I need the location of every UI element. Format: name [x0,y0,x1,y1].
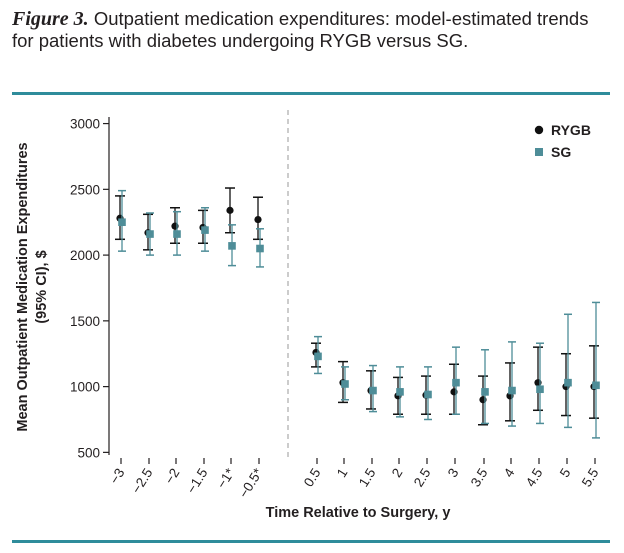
x-tick-label: 0.5 [301,466,324,490]
x-axis-title: Time Relative to Surgery, y [266,505,451,521]
x-tick-label: −2.5 [129,466,156,497]
sg-point [592,381,600,390]
sg-point [146,230,154,238]
sg-point [314,352,322,361]
sg-point [256,244,264,253]
sg-point [396,388,404,396]
sg-point [424,390,432,399]
sg-point [508,386,516,395]
chart-legend: RYGB SG [534,122,591,160]
sg-point [201,226,209,234]
legend-sg-marker [535,148,543,156]
chart-axes [108,110,289,460]
x-tick-label: −0.5* [236,465,266,501]
y-tick-label: 2000 [70,248,100,263]
caption-rule-bottom [12,540,610,543]
sg-point [228,242,236,250]
y-axis-title-ci: (95% CI), $ [34,250,50,323]
chart-series [115,187,600,439]
y-tick-label: 500 [77,445,100,460]
x-tick-label: −1.5 [184,466,211,497]
x-tick-label: 2 [389,466,406,480]
x-tick-label: 2.5 [411,466,434,490]
caption-rule-top [12,92,610,95]
sg-point [481,388,489,396]
y-ticks: 500 1000 1500 2000 2500 3000 [70,117,109,460]
x-tick-label: 1 [334,466,351,480]
y-tick-label: 2500 [70,182,100,197]
legend-rygb-label: RYGB [551,122,591,138]
series-sg [118,189,600,439]
rygb-point [254,215,262,224]
x-tick-label: −2 [162,466,183,487]
x-tick-label: −3 [107,466,128,487]
legend-sg-label: SG [551,144,571,160]
rygb-point [226,206,234,214]
series-rygb [115,187,599,426]
y-tick-label: 1500 [70,314,100,329]
x-tick-label: 3 [445,466,462,480]
x-tick-label: 4.5 [523,466,546,490]
x-tick-label: 3.5 [468,466,491,490]
sg-point [341,380,349,388]
y-tick-label: 3000 [70,117,100,132]
sg-point [173,230,181,238]
x-tick-label: 4 [501,465,518,480]
sg-point [452,378,460,387]
sg-point [369,386,377,395]
legend-rygb-marker [534,125,544,135]
y-axis-title: Mean Outpatient Medication Expenditures [15,142,31,431]
sg-point [564,378,572,387]
figure-caption-text: Outpatient medication expenditures: mode… [12,8,589,51]
y-tick-label: 1000 [70,380,100,395]
figure-caption: Figure 3. Outpatient medication expendit… [12,8,612,51]
figure-label: Figure 3. [12,8,89,30]
x-tick-label: 5 [557,466,574,480]
x-tick-label: 1.5 [356,466,379,490]
sg-point [536,385,544,394]
x-ticks: −3 −2.5 −2 −1.5 −1*−0.5* 0.5 1 1.5 2 2.5 3 3.5 4 4.5 5… [107,458,602,501]
x-tick-label: 5.5 [579,466,602,490]
sg-point [118,218,126,227]
x-tick-label: −1* [214,465,238,491]
